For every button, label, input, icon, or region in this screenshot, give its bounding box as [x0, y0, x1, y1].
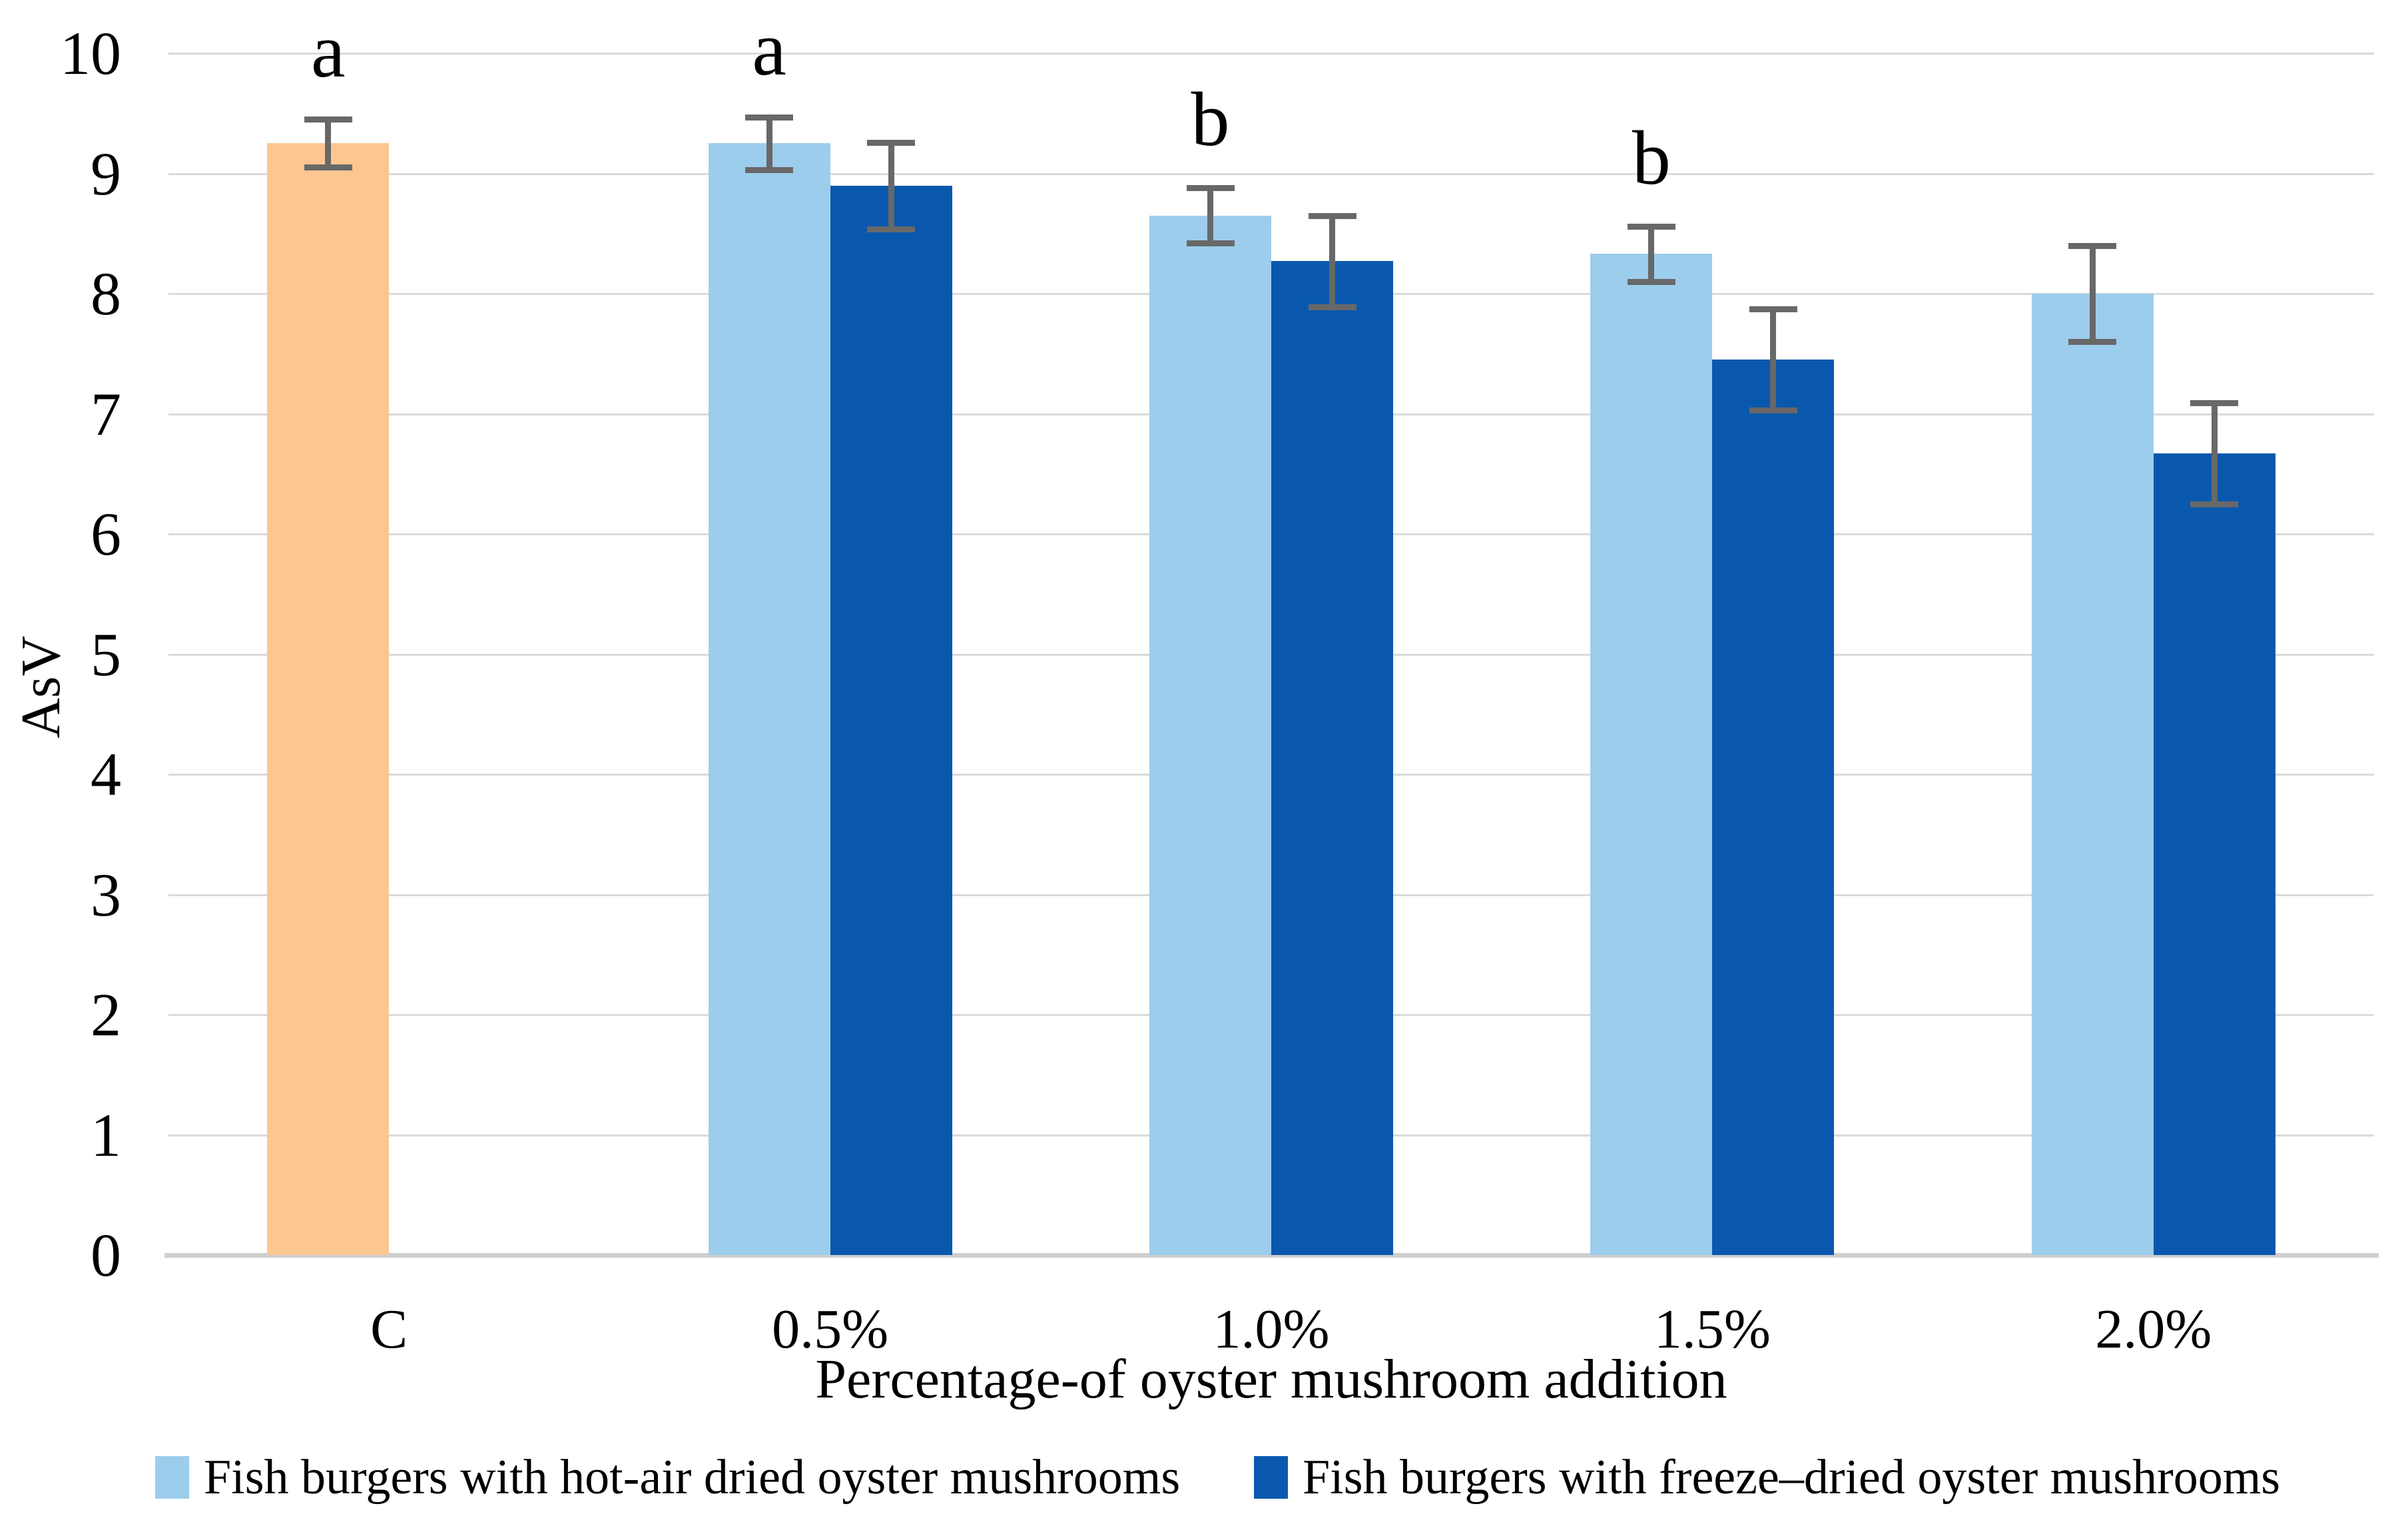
- error-bar-1.5%: [1648, 226, 1655, 282]
- error-bar-cap-bottom: [1186, 240, 1235, 247]
- error-bar-cap-bottom: [2068, 339, 2117, 346]
- bar-hot-air-2.0%: [2031, 294, 2154, 1255]
- y-tick-label-2: 2: [91, 981, 121, 1049]
- x-tick-label-1.0%: 1.0%: [1213, 1298, 1330, 1360]
- gridline-y-10: [168, 53, 2374, 55]
- error-bar-cap-bottom: [2190, 501, 2239, 507]
- x-axis-title: Percentage-of oyster mushroom addition: [815, 1348, 1727, 1410]
- bar-hot-air-0.5%: [708, 143, 830, 1255]
- x-tick-label-0.5%: 0.5%: [772, 1298, 889, 1360]
- significance-letter-C: a: [310, 9, 346, 95]
- y-tick-label-4: 4: [91, 740, 121, 808]
- error-bar-cap-bottom: [1308, 304, 1356, 310]
- bar-hot-air-1.5%: [1590, 254, 1713, 1255]
- bar-freeze-dried-2.0%: [2153, 453, 2275, 1255]
- legend-label-freeze-dried: Fish burgers with freeze–dried oyster mu…: [1303, 1450, 2281, 1505]
- error-bar-1.0%: [1207, 188, 1213, 244]
- y-tick-label-10: 10: [60, 19, 121, 87]
- error-bar-cap-top: [745, 114, 794, 121]
- error-bar-cap-top: [2190, 400, 2239, 407]
- error-bar-cap-top: [304, 117, 352, 123]
- significance-letter-0.5%: a: [752, 6, 786, 92]
- error-bar-cap-top: [1308, 212, 1356, 219]
- legend-item-hot-air: Fish burgers with hot-air dried oyster m…: [155, 1453, 1180, 1502]
- error-bar-1.0%: [1329, 215, 1335, 307]
- y-tick-label-6: 6: [91, 500, 121, 568]
- error-bar-cap-top: [1627, 223, 1675, 230]
- bar-freeze-dried-1.0%: [1271, 261, 1393, 1255]
- error-bar-0.5%: [888, 142, 894, 229]
- error-bar-cap-top: [867, 139, 916, 146]
- legend-swatch-hot-air-icon: [155, 1456, 189, 1499]
- error-bar-cap-bottom: [1627, 278, 1675, 285]
- error-bar-cap-top: [1749, 306, 1797, 313]
- error-bar-cap-bottom: [745, 167, 794, 174]
- error-bar-1.5%: [1770, 309, 1777, 411]
- bar-freeze-dried-0.5%: [830, 185, 952, 1255]
- x-tick-label-2.0%: 2.0%: [2095, 1298, 2212, 1360]
- legend-swatch-freeze-dried-icon: [1254, 1456, 1288, 1499]
- legend-label-hot-air: Fish burgers with hot-air dried oyster m…: [204, 1450, 1181, 1505]
- error-bar-cap-top: [2068, 242, 2117, 249]
- gridline-y-9: [168, 172, 2374, 175]
- error-bar-cap-bottom: [304, 164, 352, 171]
- x-tick-label-C: C: [370, 1298, 408, 1360]
- bar-hot-air-1.0%: [1149, 215, 1271, 1255]
- error-bar-2.0%: [2211, 403, 2218, 504]
- error-bar-cap-bottom: [867, 226, 916, 232]
- error-bar-2.0%: [2089, 245, 2096, 342]
- y-tick-label-7: 7: [91, 380, 121, 448]
- y-tick-label-9: 9: [91, 139, 121, 208]
- error-bar-C: [325, 119, 332, 168]
- error-bar-0.5%: [766, 117, 772, 170]
- y-tick-label-0: 0: [91, 1221, 121, 1289]
- error-bar-cap-top: [1186, 185, 1235, 192]
- significance-letter-1.5%: b: [1632, 115, 1671, 201]
- x-tick-label-1.5%: 1.5%: [1653, 1298, 1771, 1360]
- bar-freeze-dried-1.5%: [1712, 360, 1835, 1255]
- error-bar-cap-bottom: [1749, 407, 1797, 414]
- x-axis-line: [164, 1253, 2379, 1258]
- legend-item-freeze-dried: Fish burgers with freeze–dried oyster mu…: [1254, 1453, 2280, 1502]
- y-tick-label-5: 5: [91, 620, 121, 688]
- y-tick-label-8: 8: [91, 260, 121, 328]
- y-tick-label-3: 3: [91, 860, 121, 929]
- significance-letter-1.0%: b: [1191, 77, 1230, 163]
- bar-control-C: [267, 143, 390, 1255]
- y-tick-label-1: 1: [91, 1101, 121, 1169]
